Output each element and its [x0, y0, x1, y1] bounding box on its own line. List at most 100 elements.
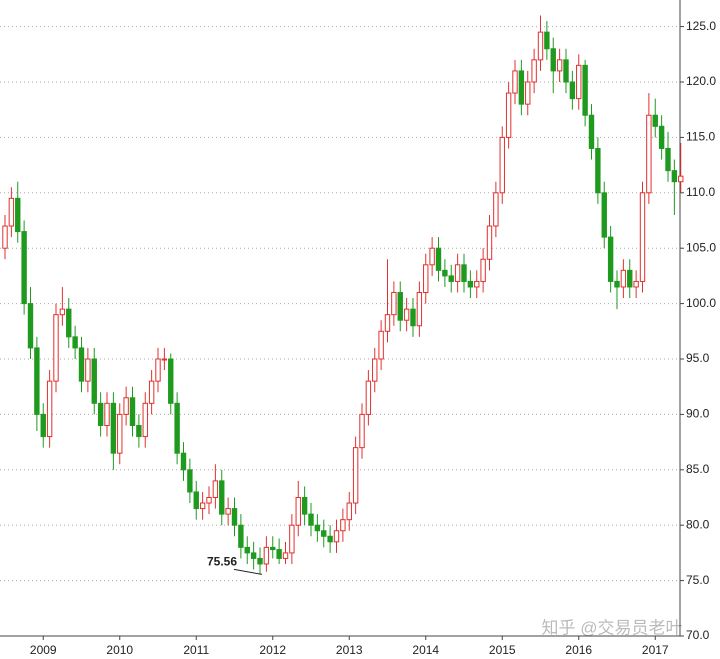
- candle-body: [212, 480, 219, 498]
- candle-body: [257, 557, 263, 565]
- candle-body: [601, 192, 607, 238]
- x-tick-label: 2011: [183, 643, 209, 657]
- candle-body: [512, 70, 518, 94]
- candle-body: [53, 314, 59, 382]
- candle-body: [544, 31, 550, 50]
- candle-body: [308, 513, 314, 526]
- candle-body: [486, 225, 493, 260]
- candle-body: [199, 502, 206, 510]
- candle-body: [21, 231, 27, 305]
- candle-body: [327, 535, 333, 543]
- candle-body: [110, 402, 117, 454]
- y-tick-label: 75.0: [686, 573, 710, 587]
- candle-body: [569, 81, 576, 100]
- annotation-line: [233, 568, 263, 575]
- candle-body: [467, 280, 474, 288]
- candle-body: [66, 308, 72, 338]
- x-tick-label: 2015: [489, 643, 516, 657]
- candle-body: [148, 380, 155, 404]
- x-tick-label: 2009: [30, 643, 57, 657]
- y-tick-label: 80.0: [686, 517, 710, 531]
- candle-body: [187, 469, 193, 493]
- candle-body: [480, 258, 486, 282]
- candle-body: [168, 358, 174, 404]
- x-tick-label: 2010: [106, 643, 133, 657]
- candle-body: [161, 358, 168, 361]
- candle-body: [588, 114, 595, 149]
- y-tick-label: 115.0: [686, 130, 715, 144]
- candle-body: [627, 269, 633, 288]
- candle-body: [8, 197, 15, 227]
- candle-body: [518, 70, 525, 105]
- candle-body: [321, 530, 327, 537]
- candle-body: [658, 125, 665, 149]
- candle-body: [244, 546, 250, 554]
- candle-body: [620, 269, 627, 288]
- y-tick-label: 85.0: [686, 462, 710, 476]
- candle-body: [2, 225, 8, 249]
- candle-body: [206, 496, 212, 504]
- candle-body: [410, 308, 416, 327]
- candle-body: [263, 546, 270, 565]
- candle-body: [461, 264, 467, 282]
- candle-body: [556, 59, 563, 72]
- candle-body: [576, 64, 582, 100]
- candle-body: [352, 447, 359, 504]
- candle-body: [639, 192, 646, 282]
- candle-body: [91, 358, 97, 404]
- y-tick-label: 100.0: [686, 296, 716, 310]
- candle-body: [142, 402, 148, 438]
- candle-body: [46, 380, 53, 438]
- y-tick-label: 120.0: [686, 74, 716, 88]
- candle-body: [652, 114, 658, 127]
- candle-body: [193, 491, 199, 510]
- candle-body: [665, 147, 671, 172]
- candle-body: [671, 170, 678, 183]
- candle-body: [614, 280, 620, 288]
- candle-body: [276, 549, 282, 559]
- x-tick-label: 2012: [259, 643, 286, 657]
- candle-body: [59, 308, 66, 316]
- y-tick-label: 90.0: [686, 407, 710, 421]
- candle-body: [238, 524, 244, 548]
- candle-body: [607, 236, 614, 282]
- candle-body: [474, 280, 480, 288]
- candle-body: [270, 546, 276, 551]
- candle-body: [129, 397, 136, 426]
- low-annotation: 75.56: [207, 555, 237, 569]
- candle-body: [231, 508, 238, 526]
- y-tick-label: 110.0: [686, 185, 715, 199]
- candle-body: [136, 424, 142, 438]
- candle-body: [442, 269, 448, 277]
- candle-body: [505, 92, 512, 138]
- candle-body: [391, 292, 397, 316]
- candle-body: [340, 519, 346, 532]
- candle-body: [448, 275, 454, 282]
- candle-body: [85, 358, 91, 382]
- candle-body: [359, 413, 365, 449]
- candle-body: [563, 59, 569, 83]
- candle-body: [225, 508, 231, 515]
- candle-body: [365, 380, 372, 415]
- candle-body: [372, 358, 378, 382]
- candle-body: [633, 280, 639, 288]
- candle-body: [295, 496, 301, 526]
- candle-body: [301, 496, 308, 515]
- candle-body: [384, 314, 391, 332]
- candle-body: [282, 552, 289, 559]
- y-tick-label: 125.0: [686, 19, 716, 33]
- candle-body: [117, 413, 123, 454]
- candle-body: [550, 48, 556, 72]
- candle-body: [499, 136, 505, 194]
- candle-body: [219, 480, 225, 515]
- x-tick-label: 2016: [565, 643, 592, 657]
- candle-body: [429, 247, 435, 266]
- candle-body: [97, 402, 104, 426]
- watermark: 知乎 @交易员老叶: [542, 618, 683, 637]
- y-tick-label: 95.0: [686, 351, 710, 365]
- candle-body: [40, 413, 46, 438]
- candle-body: [378, 330, 384, 360]
- candle-body: [155, 358, 161, 382]
